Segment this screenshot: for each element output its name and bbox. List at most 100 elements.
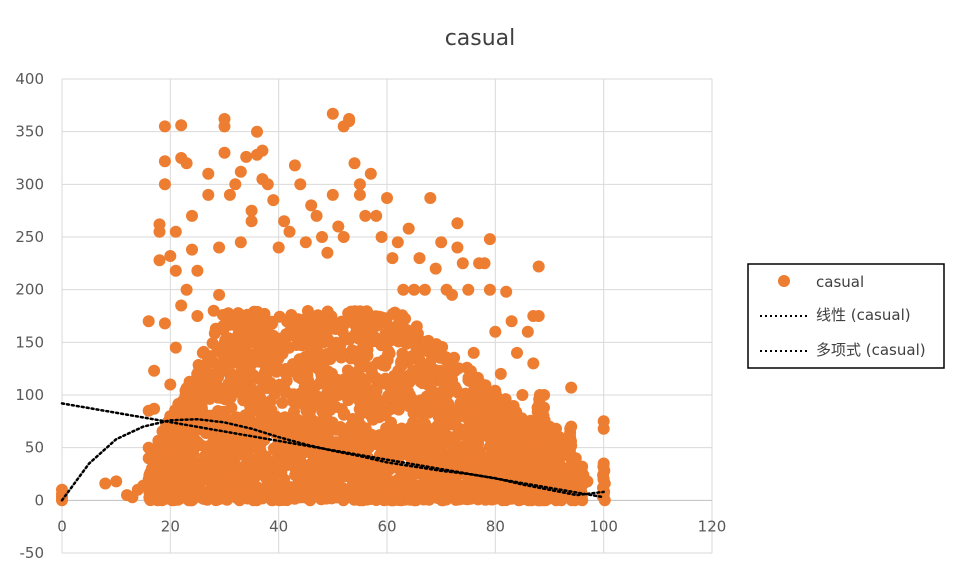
scatter-point — [156, 425, 169, 438]
scatter-point — [420, 390, 433, 403]
scatter-point — [444, 384, 457, 397]
scatter-point — [201, 440, 214, 453]
scatter-point — [284, 315, 297, 328]
scatter-point — [223, 349, 236, 362]
scatter-point — [414, 481, 427, 493]
scatter-point — [310, 209, 323, 222]
scatter-point — [359, 209, 372, 222]
scatter-point — [385, 416, 397, 429]
scatter-point — [395, 357, 408, 370]
scatter-point — [417, 342, 430, 355]
scatter-point — [382, 345, 395, 358]
scatter-point — [253, 344, 266, 357]
scatter-point — [164, 250, 177, 262]
chart-title: casual — [445, 26, 516, 51]
scatter-point — [370, 209, 383, 222]
scatter-point — [152, 434, 165, 447]
scatter-point — [241, 308, 254, 321]
scatter-point — [142, 452, 155, 465]
scatter-point — [288, 159, 301, 172]
legend: casual 线性 (casual) 多项式 (casual) — [747, 263, 945, 369]
scatter-point — [367, 488, 379, 501]
scatter-point — [439, 407, 452, 420]
scatter-point — [209, 452, 222, 465]
x-tick-label: 20 — [161, 517, 180, 535]
scatter-point — [318, 349, 331, 361]
scatter-point — [472, 493, 485, 506]
scatter-point — [543, 420, 556, 433]
scatter-point — [388, 306, 401, 319]
scatter-point — [300, 486, 313, 499]
scatter-point — [435, 236, 448, 249]
scatter-point — [408, 283, 421, 296]
scatter-point — [597, 473, 610, 486]
scatter-point — [347, 456, 360, 469]
scatter-point — [270, 345, 283, 358]
scatter-point — [278, 383, 291, 396]
scatter-point — [295, 337, 308, 350]
scatter-point — [517, 436, 530, 449]
scatter-point — [488, 451, 501, 464]
scatter-point — [370, 385, 383, 398]
scatter-point — [245, 215, 258, 228]
scatter-point — [202, 472, 215, 484]
scatter-point — [259, 332, 272, 345]
scatter-point — [194, 400, 207, 413]
scatter-point — [233, 347, 246, 360]
scatter-point — [208, 327, 221, 340]
scatter-point — [375, 231, 388, 243]
scatter-point — [158, 120, 171, 133]
scatter-point — [431, 420, 444, 433]
scatter-point — [212, 359, 225, 372]
scatter-point — [305, 199, 318, 212]
scatter-point — [468, 387, 481, 400]
scatter-point — [164, 410, 177, 423]
scatter-point — [354, 305, 367, 318]
legend-marker-casual — [778, 275, 790, 287]
scatter-point — [273, 465, 286, 478]
scatter-point — [158, 317, 171, 330]
scatter-point — [229, 491, 242, 504]
scatter-point — [357, 482, 370, 495]
scatter-point — [501, 455, 514, 468]
scatter-point — [213, 288, 226, 301]
scatter-point — [439, 351, 452, 364]
scatter-point — [245, 204, 258, 217]
scatter-point — [208, 385, 221, 398]
scatter-point — [387, 329, 400, 342]
scatter-point — [565, 381, 578, 394]
scatter-point — [343, 113, 356, 125]
scatter-point — [246, 332, 259, 345]
scatter-point — [361, 343, 374, 356]
scatter-point — [240, 150, 253, 163]
scatter-point — [202, 487, 215, 499]
scatter-point — [180, 283, 193, 296]
scatter-point — [273, 492, 286, 505]
scatter-point — [408, 494, 421, 507]
scatter-point — [329, 323, 342, 335]
scatter-point — [321, 365, 334, 378]
scatter-point — [219, 441, 231, 454]
scatter-point — [430, 390, 442, 403]
scatter-point — [148, 364, 161, 377]
scatter-point — [391, 236, 404, 249]
scatter-point — [337, 408, 350, 421]
scatter-point — [272, 241, 285, 254]
scatter-point — [321, 246, 334, 259]
scatter-point — [379, 355, 392, 368]
scatter-point — [99, 477, 112, 490]
scatter-point — [214, 478, 227, 490]
scatter-point — [387, 434, 400, 447]
trendlines — [60, 402, 605, 502]
scatter-point — [194, 368, 207, 381]
y-tick-label: 0 — [34, 491, 44, 509]
scatter-point — [202, 167, 215, 180]
scatter-point — [255, 311, 268, 324]
scatter-point — [446, 447, 459, 460]
scatter-point — [177, 491, 190, 504]
scatter-point — [364, 167, 377, 180]
scatter-point — [332, 220, 345, 233]
scatter-point — [390, 320, 403, 333]
scatter-point — [378, 333, 390, 346]
